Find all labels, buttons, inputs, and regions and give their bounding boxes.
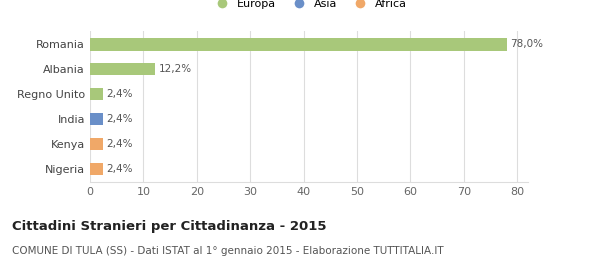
Bar [90,138,103,150]
Text: COMUNE DI TULA (SS) - Dati ISTAT al 1° gennaio 2015 - Elaborazione TUTTITALIA.IT: COMUNE DI TULA (SS) - Dati ISTAT al 1° g… [12,246,443,256]
Text: 2,4%: 2,4% [106,89,133,99]
Bar [90,88,103,100]
Text: 78,0%: 78,0% [510,39,543,49]
Text: 2,4%: 2,4% [106,114,133,124]
Bar [90,63,155,75]
Legend: Europa, Asia, Africa: Europa, Asia, Africa [206,0,412,14]
Bar [90,38,506,50]
Text: 12,2%: 12,2% [158,64,191,74]
Text: 2,4%: 2,4% [106,164,133,174]
Text: Cittadini Stranieri per Cittadinanza - 2015: Cittadini Stranieri per Cittadinanza - 2… [12,220,326,233]
Bar [90,163,103,175]
Text: 2,4%: 2,4% [106,139,133,149]
Bar [90,113,103,125]
